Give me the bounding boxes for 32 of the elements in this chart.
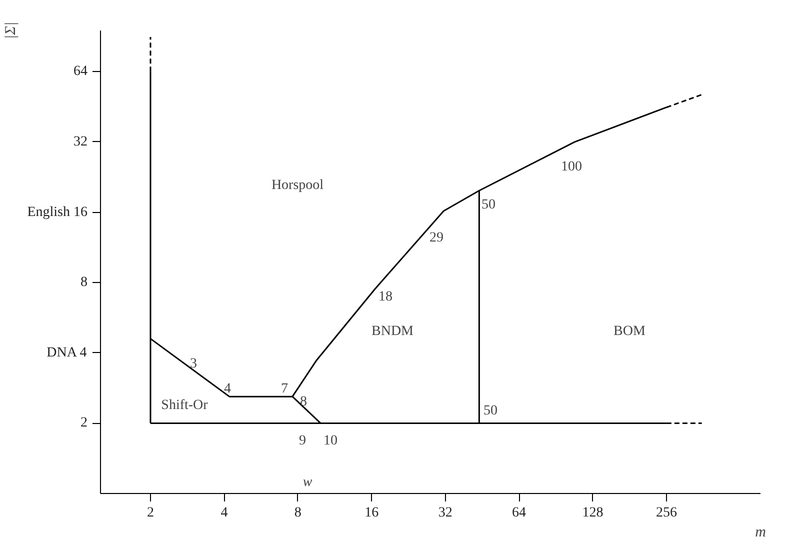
x-tick-label: 64 <box>512 506 526 520</box>
annotation: BNDM <box>371 324 414 339</box>
annotation: 50 <box>482 198 496 212</box>
y-tick-label: 32 <box>74 134 88 150</box>
annotation: w <box>302 475 313 490</box>
y-tick-label: DNA 4 <box>46 345 87 360</box>
annotation: 50 <box>484 404 498 418</box>
annotation: 29 <box>430 230 444 246</box>
annotation: 4 <box>224 382 231 396</box>
annotation: Shift-Or <box>161 398 208 413</box>
x-axis-title: m <box>755 524 766 540</box>
annotation: BOM <box>614 324 646 339</box>
y-tick-label: 8 <box>80 275 88 290</box>
x-tick-label: 16 <box>364 506 379 520</box>
y-tick-label: 64 <box>74 64 88 80</box>
y-axis-title: |Σ| <box>3 22 20 40</box>
y-tick-label: 2 <box>80 416 88 431</box>
y-tick-label: English 16 <box>27 204 88 220</box>
annotation: 3 <box>190 356 197 372</box>
annotation: 8 <box>300 394 307 410</box>
annotation: Horspool <box>271 178 324 193</box>
annotation: 100 <box>561 160 582 174</box>
x-tick-label: 2 <box>146 506 154 520</box>
x-tick-label: 32 <box>438 506 452 520</box>
x-tick-label: 256 <box>656 506 677 520</box>
x-tick-label: 4 <box>220 506 228 520</box>
x-tick-label: 128 <box>582 506 604 520</box>
annotation: 10 <box>324 434 338 448</box>
annotation: 9 <box>299 434 306 448</box>
annotation: 18 <box>378 290 392 304</box>
x-tick-label: 8 <box>294 506 302 520</box>
annotation: 7 <box>281 382 288 396</box>
